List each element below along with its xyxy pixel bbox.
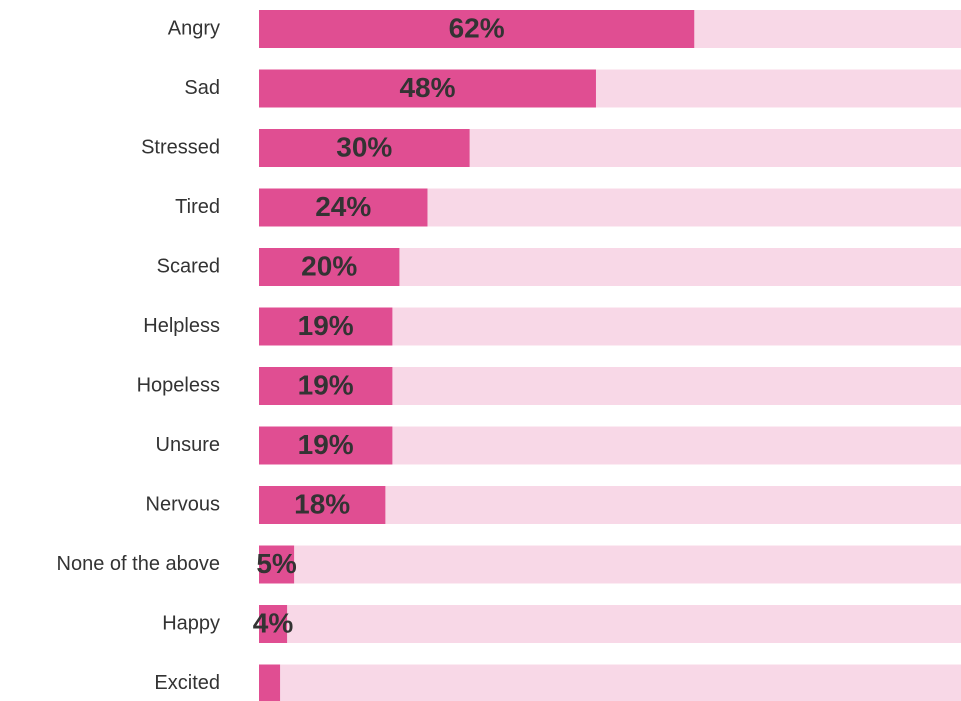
value-label: 24% xyxy=(315,191,371,222)
value-label: 19% xyxy=(298,310,354,341)
category-label: Helpless xyxy=(143,315,220,337)
bar xyxy=(259,248,400,286)
category-label: Unsure xyxy=(156,434,220,456)
bar xyxy=(259,69,596,108)
bar xyxy=(259,664,281,701)
bar xyxy=(259,486,386,524)
category-label: Nervous xyxy=(146,493,220,515)
bar xyxy=(259,129,470,167)
value-label: 62% xyxy=(449,12,505,43)
value-label: 4% xyxy=(253,607,294,638)
category-label: Hopeless xyxy=(137,374,220,396)
bar xyxy=(259,188,428,227)
bar xyxy=(259,367,393,405)
value-label: 5% xyxy=(256,548,297,579)
bar xyxy=(259,426,393,465)
category-label: Angry xyxy=(168,17,220,39)
value-label: 20% xyxy=(301,250,357,281)
category-label: Excited xyxy=(154,672,220,694)
value-label: 19% xyxy=(298,369,354,400)
bar-track xyxy=(259,664,961,701)
value-label: 48% xyxy=(399,72,455,103)
category-label: Scared xyxy=(157,255,220,277)
category-label: Stressed xyxy=(141,136,220,158)
category-label: Happy xyxy=(162,612,220,634)
bar xyxy=(259,545,295,584)
value-label: 19% xyxy=(298,429,354,460)
bar xyxy=(259,10,695,48)
value-label: 30% xyxy=(336,131,392,162)
value-label: 18% xyxy=(294,488,350,519)
category-label: Sad xyxy=(184,77,220,99)
bar xyxy=(259,605,288,643)
bar-track xyxy=(259,545,961,584)
bar-track xyxy=(259,605,961,643)
category-label: None of the above xyxy=(57,553,220,575)
category-label: Tired xyxy=(175,196,220,218)
bar xyxy=(259,307,393,346)
